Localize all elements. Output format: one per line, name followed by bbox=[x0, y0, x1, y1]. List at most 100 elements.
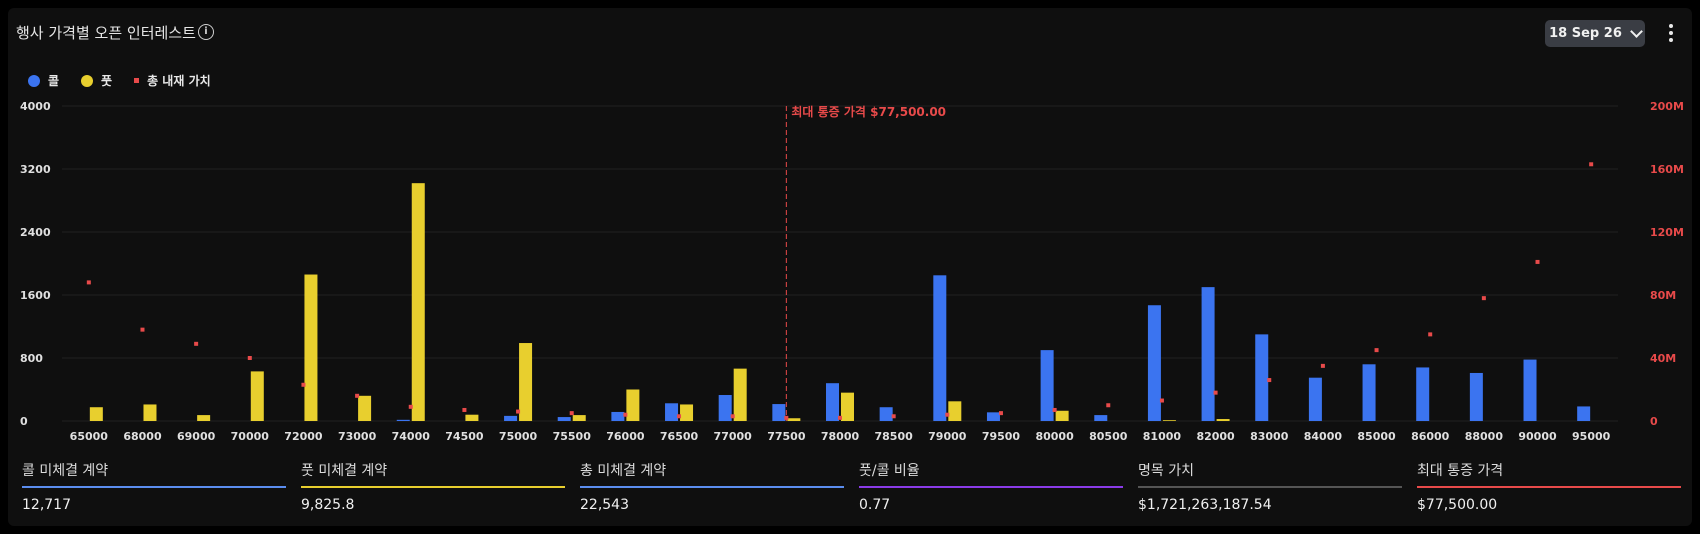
put-bar bbox=[1216, 419, 1230, 421]
intrinsic-value-point bbox=[1535, 259, 1540, 264]
call-bar bbox=[826, 383, 839, 421]
legend-item-call[interactable]: 콜 bbox=[28, 72, 59, 89]
x-tick-label: 82000 bbox=[1196, 430, 1235, 443]
intrinsic-value-point bbox=[1589, 162, 1594, 167]
x-tick-label: 65000 bbox=[70, 430, 109, 443]
x-tick-label: 78000 bbox=[821, 430, 860, 443]
put-bar bbox=[733, 368, 747, 421]
call-bar bbox=[986, 412, 1000, 421]
x-tick-label: 76500 bbox=[660, 430, 699, 443]
intrinsic-value-point bbox=[140, 327, 145, 332]
put-bar bbox=[89, 407, 103, 421]
x-tick-label: 79000 bbox=[928, 430, 967, 443]
legend-item-intrinsic[interactable]: 총 내재 가치 bbox=[134, 72, 211, 89]
date-select-button[interactable]: 18 Sep 26 bbox=[1545, 20, 1645, 47]
stat-value: $77,500.00 bbox=[1417, 497, 1498, 513]
stat-label: 총 미체결 계약 bbox=[580, 460, 844, 488]
intrinsic-value-point bbox=[1267, 378, 1272, 383]
more-vertical-icon[interactable] bbox=[1664, 22, 1678, 44]
intrinsic-value-point bbox=[408, 404, 413, 409]
stat-label: 콜 미체결 계약 bbox=[22, 460, 286, 488]
intrinsic-value-point bbox=[1213, 390, 1218, 395]
y-left-tick-label: 0 bbox=[20, 415, 28, 428]
intrinsic-value-point bbox=[1428, 332, 1433, 337]
x-tick-label: 79500 bbox=[982, 430, 1021, 443]
x-tick-label: 69000 bbox=[177, 430, 216, 443]
open-interest-chart: 0 800 1600 2400 3200 4000 0 40M 80M 120M 160M 200M 6… bbox=[20, 100, 1684, 443]
put-bar bbox=[411, 183, 425, 421]
call-bar bbox=[1201, 287, 1215, 421]
y-right-tick-label: 200M bbox=[1650, 100, 1684, 113]
chart-panel bbox=[8, 8, 1692, 526]
y-left-tick-label: 800 bbox=[20, 352, 43, 365]
legend-item-put[interactable]: 풋 bbox=[81, 72, 112, 89]
y-right-tick-label: 0 bbox=[1650, 415, 1658, 428]
put-bar bbox=[197, 415, 211, 421]
put-bar bbox=[465, 414, 479, 421]
call-bar bbox=[1416, 367, 1430, 421]
legend-swatch-put bbox=[81, 74, 94, 87]
x-tick-label: 72000 bbox=[284, 430, 323, 443]
x-tick-label: 80000 bbox=[1035, 430, 1074, 443]
y-right-tick-label: 120M bbox=[1650, 226, 1684, 239]
call-bar bbox=[1147, 305, 1161, 421]
put-bar bbox=[572, 415, 586, 421]
put-bar bbox=[304, 274, 318, 421]
legend-label-put: 풋 bbox=[101, 74, 113, 88]
max-pain-label: 최대 통증 가격 $77,500.00 bbox=[791, 104, 946, 119]
x-tick-label: 76000 bbox=[606, 430, 645, 443]
y-left-tick-label: 2400 bbox=[20, 226, 51, 239]
stat-label: 최대 통증 가격 bbox=[1417, 460, 1681, 488]
x-tick-label: 95000 bbox=[1572, 430, 1611, 443]
x-tick-label: 85000 bbox=[1357, 430, 1396, 443]
intrinsic-value-point bbox=[891, 414, 896, 419]
put-bar bbox=[841, 392, 854, 421]
y-left-tick-label: 1600 bbox=[20, 289, 51, 302]
call-bar bbox=[718, 395, 732, 421]
legend-label-intrinsic: 총 내재 가치 bbox=[147, 74, 211, 88]
x-tick-label: 74000 bbox=[392, 430, 431, 443]
intrinsic-value-point bbox=[1320, 363, 1325, 368]
x-tick-label: 90000 bbox=[1518, 430, 1557, 443]
put-bar bbox=[1055, 410, 1069, 421]
call-bar bbox=[772, 404, 786, 421]
intrinsic-value-point bbox=[1374, 348, 1379, 353]
intrinsic-value-point bbox=[355, 393, 360, 398]
intrinsic-value-point bbox=[462, 407, 467, 412]
stat-put-call-ratio: 풋/콜 비율 0.77 bbox=[859, 460, 1123, 513]
call-bar bbox=[879, 407, 893, 421]
intrinsic-value-point bbox=[623, 412, 628, 417]
call-bar bbox=[1094, 415, 1108, 421]
put-bar bbox=[948, 401, 962, 421]
call-bar bbox=[665, 403, 679, 421]
call-bar bbox=[1040, 350, 1054, 421]
put-bar bbox=[680, 404, 694, 421]
y-right-tick-label: 40M bbox=[1650, 352, 1676, 365]
stats-row: 콜 미체결 계약 12,717 풋 미체결 계약 9,825.8 총 미체결 계… bbox=[22, 460, 1682, 520]
y-left-tick-label: 4000 bbox=[20, 100, 51, 113]
x-tick-label: 77000 bbox=[714, 430, 753, 443]
x-tick-label: 75000 bbox=[499, 430, 538, 443]
chart-legend: 콜 풋 총 내재 가치 bbox=[28, 72, 211, 89]
stat-max-pain: 최대 통증 가격 $77,500.00 bbox=[1417, 460, 1681, 513]
x-tick-label: 80500 bbox=[1089, 430, 1128, 443]
put-bar bbox=[1162, 420, 1176, 421]
call-bar bbox=[1308, 377, 1322, 421]
put-bar bbox=[143, 404, 157, 421]
date-label: 18 Sep 26 bbox=[1549, 26, 1622, 41]
x-tick-label: 75500 bbox=[553, 430, 592, 443]
stat-put-oi: 풋 미체결 계약 9,825.8 bbox=[301, 460, 565, 513]
info-icon[interactable]: i bbox=[198, 24, 214, 40]
intrinsic-value-point bbox=[194, 341, 199, 346]
intrinsic-value-point bbox=[784, 415, 789, 420]
x-tick-label: 83000 bbox=[1250, 430, 1289, 443]
stat-label: 명목 가치 bbox=[1138, 460, 1402, 488]
intrinsic-value-point bbox=[1481, 296, 1486, 301]
call-bar bbox=[396, 419, 410, 421]
x-tick-label: 70000 bbox=[231, 430, 270, 443]
call-bar bbox=[1577, 406, 1591, 421]
put-bar bbox=[787, 418, 801, 421]
y-right-tick-label: 160M bbox=[1650, 163, 1684, 176]
stat-value: 12,717 bbox=[22, 497, 71, 513]
x-tick-label: 84000 bbox=[1304, 430, 1343, 443]
